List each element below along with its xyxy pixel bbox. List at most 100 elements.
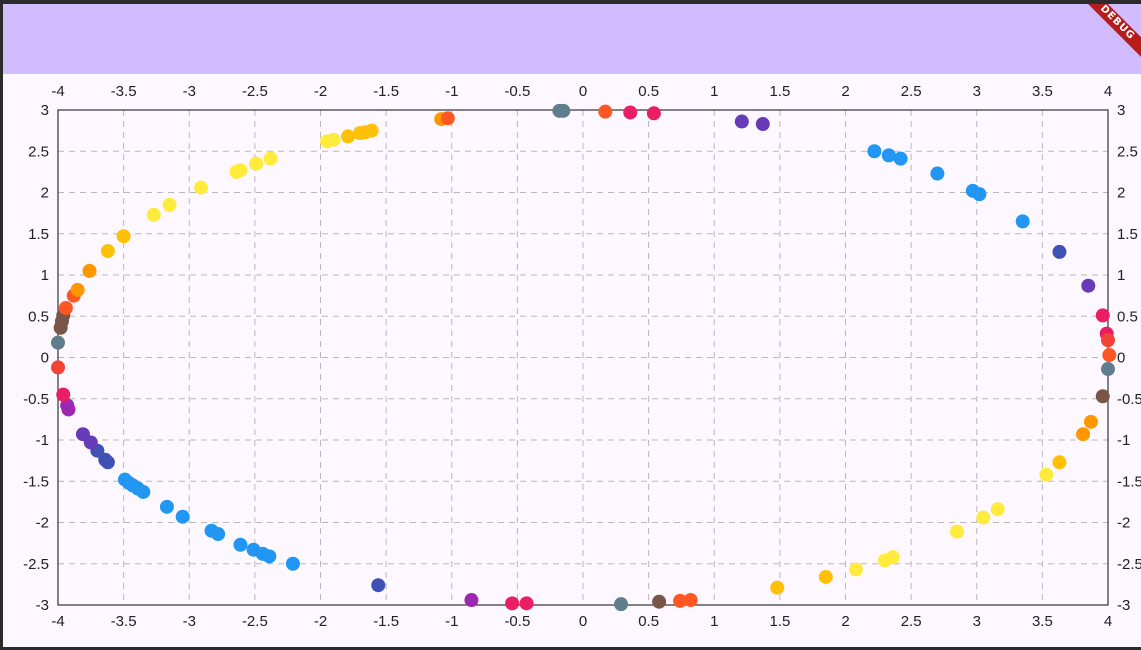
x-tick-label-bottom: -1.5 — [373, 613, 399, 630]
x-tick-label-bottom: -2 — [314, 613, 327, 630]
x-tick-label-top: 3.5 — [1032, 83, 1053, 100]
x-tick-label-top: 2 — [841, 83, 849, 100]
y-tick-label-left: 0.5 — [28, 308, 49, 325]
data-point — [893, 151, 908, 166]
data-point — [464, 593, 479, 608]
tick-labels: -4 -4 -3.5 -3.5 -3 -3 -2.5 -2.5 -2 -2 -1.5 -1.5 -1 -1… — [23, 83, 1141, 630]
data-point — [371, 578, 386, 593]
data-point — [162, 197, 177, 212]
data-point — [249, 156, 264, 171]
x-tick-label-bottom: 4 — [1104, 613, 1112, 630]
x-tick-label-top: 4 — [1104, 83, 1112, 100]
y-tick-label-right: 0 — [1117, 350, 1125, 367]
data-point — [505, 596, 520, 611]
x-tick-label-bottom: -3.5 — [111, 613, 137, 630]
x-tick-label-bottom: 0.5 — [638, 613, 659, 630]
data-point — [877, 553, 892, 568]
data-point — [646, 106, 661, 121]
y-tick-label-right: 1.5 — [1117, 226, 1138, 243]
data-point — [1101, 362, 1115, 377]
data-point — [1052, 455, 1067, 470]
data-point — [98, 452, 113, 467]
data-points — [51, 103, 1117, 612]
data-point — [818, 569, 833, 584]
data-point — [556, 103, 571, 118]
x-tick-label-top: 0 — [579, 83, 587, 100]
data-point — [326, 132, 341, 147]
data-point — [598, 104, 613, 119]
data-point — [770, 580, 785, 595]
x-tick-label-top: -2 — [314, 83, 327, 100]
data-point — [51, 335, 65, 350]
y-tick-label-left: -3 — [36, 597, 49, 614]
y-tick-label-left: 3 — [41, 102, 49, 119]
data-point — [1039, 467, 1054, 482]
x-tick-label-bottom: 0 — [579, 613, 587, 630]
x-tick-label-bottom: 2 — [841, 613, 849, 630]
data-point — [519, 596, 534, 611]
data-point — [117, 472, 132, 487]
x-tick-label-top: -1.5 — [373, 83, 399, 100]
y-tick-label-right: 2.5 — [1117, 143, 1138, 160]
data-point — [755, 117, 770, 132]
app-window: DEBUG -4 -4 -3.5 -3.5 -3 -3 -2.5 -2.5 -2 -2 -1.5 -1… — [3, 4, 1141, 647]
scatter-chart: -4 -4 -3.5 -3.5 -3 -3 -2.5 -2.5 -2 -2 -1.5 -1.5 -1 -1… — [23, 83, 1141, 630]
x-tick-label-bottom: 1.5 — [769, 613, 790, 630]
data-point — [990, 502, 1005, 517]
x-tick-label-bottom: -3 — [183, 613, 196, 630]
data-point — [734, 114, 749, 129]
y-tick-label-right: -2.5 — [1117, 556, 1141, 573]
data-point — [204, 523, 219, 538]
data-point — [673, 593, 688, 608]
app-bar — [3, 4, 1141, 74]
data-point — [652, 594, 667, 609]
data-point — [246, 542, 261, 557]
data-point — [285, 556, 300, 571]
y-tick-label-left: 2.5 — [28, 143, 49, 160]
data-point — [976, 510, 991, 525]
y-tick-label-right: 2 — [1117, 185, 1125, 202]
x-tick-label-bottom: -1 — [445, 613, 458, 630]
x-tick-label-top: 1.5 — [769, 83, 790, 100]
data-point — [263, 151, 278, 166]
data-point — [146, 207, 161, 222]
data-point — [75, 427, 90, 442]
x-tick-label-top: 2.5 — [901, 83, 922, 100]
data-point — [364, 123, 379, 138]
data-point — [51, 360, 65, 375]
data-point — [60, 398, 75, 413]
data-point — [233, 537, 248, 552]
y-tick-label-left: 2 — [41, 185, 49, 202]
data-point — [972, 187, 987, 202]
y-tick-label-right: 1 — [1117, 267, 1125, 284]
data-point — [614, 597, 629, 612]
x-tick-label-top: -2.5 — [242, 83, 268, 100]
y-tick-label-right: -2 — [1117, 515, 1130, 532]
data-point — [1083, 414, 1098, 429]
y-tick-label-right: -0.5 — [1117, 391, 1141, 408]
data-point — [56, 387, 71, 402]
y-tick-label-left: -2.5 — [23, 556, 49, 573]
x-tick-label-top: -1 — [445, 83, 458, 100]
data-point — [1095, 308, 1110, 323]
data-point — [1081, 278, 1096, 293]
data-point — [1052, 244, 1067, 259]
x-tick-label-top: 3 — [973, 83, 981, 100]
data-point — [623, 105, 638, 120]
y-tick-label-right: 3 — [1117, 102, 1125, 119]
data-point — [1102, 348, 1117, 363]
data-point — [159, 499, 174, 514]
x-tick-label-top: -0.5 — [504, 83, 530, 100]
data-point — [58, 301, 73, 315]
y-tick-label-left: -1.5 — [23, 473, 49, 490]
x-tick-label-top: -3 — [183, 83, 196, 100]
y-tick-label-right: -1.5 — [1117, 473, 1141, 490]
data-point — [194, 180, 209, 195]
y-tick-label-left: -0.5 — [23, 391, 49, 408]
data-point — [70, 282, 85, 297]
data-point — [341, 129, 356, 144]
data-point — [82, 263, 97, 278]
x-tick-label-top: -3.5 — [111, 83, 137, 100]
data-point — [950, 524, 965, 539]
data-point — [1101, 333, 1115, 348]
